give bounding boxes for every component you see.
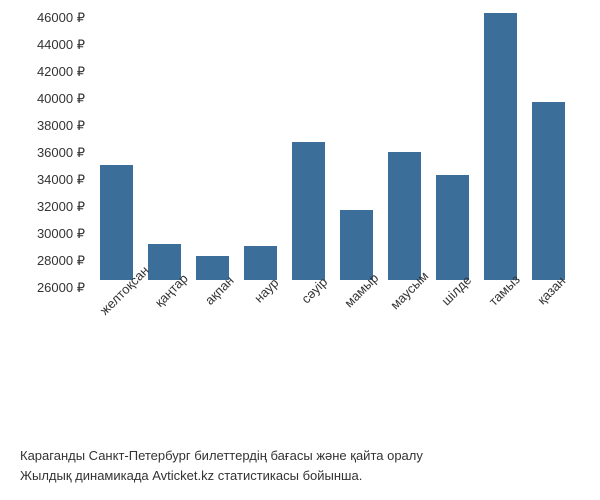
bar-wrapper xyxy=(239,10,283,280)
bar-wrapper xyxy=(478,10,522,280)
bar xyxy=(100,165,133,280)
bar xyxy=(340,210,373,280)
bar-wrapper xyxy=(335,10,379,280)
x-axis: желтоқсанқаңтарақпаннаурсәуірмамырмаусым… xyxy=(95,285,570,345)
bar-wrapper xyxy=(143,10,187,280)
bar-wrapper xyxy=(382,10,426,280)
bar xyxy=(436,175,469,280)
bar xyxy=(484,13,517,280)
price-chart: 26000 ₽28000 ₽30000 ₽32000 ₽34000 ₽36000… xyxy=(20,10,580,350)
x-tick-wrapper: шілде xyxy=(428,285,476,345)
chart-caption: Караганды Санкт-Петербург билеттердің ба… xyxy=(20,446,580,485)
bar xyxy=(244,246,277,280)
x-tick-wrapper: наур xyxy=(238,285,286,345)
bar xyxy=(532,102,565,280)
bar xyxy=(292,142,325,280)
x-tick-wrapper: ақпан xyxy=(190,285,238,345)
bar xyxy=(388,152,421,280)
x-tick-wrapper: қазан xyxy=(523,285,571,345)
x-tick-wrapper: сәуір xyxy=(285,285,333,345)
caption-line-2: Жылдық динамикада Avticket.kz статистика… xyxy=(20,466,580,486)
caption-line-1: Караганды Санкт-Петербург билеттердің ба… xyxy=(20,446,580,466)
x-tick-wrapper: мамыр xyxy=(333,285,381,345)
bar-wrapper xyxy=(430,10,474,280)
y-axis: 26000 ₽28000 ₽30000 ₽32000 ₽34000 ₽36000… xyxy=(20,10,90,280)
bar-wrapper xyxy=(191,10,235,280)
x-tick-wrapper: қаңтар xyxy=(143,285,191,345)
bar-wrapper xyxy=(526,10,570,280)
x-tick-wrapper: маусым xyxy=(380,285,428,345)
x-tick-wrapper: тамыз xyxy=(475,285,523,345)
plot-area xyxy=(95,10,570,280)
bar-wrapper xyxy=(287,10,331,280)
bar-wrapper xyxy=(95,10,139,280)
x-tick-wrapper: желтоқсан xyxy=(95,285,143,345)
